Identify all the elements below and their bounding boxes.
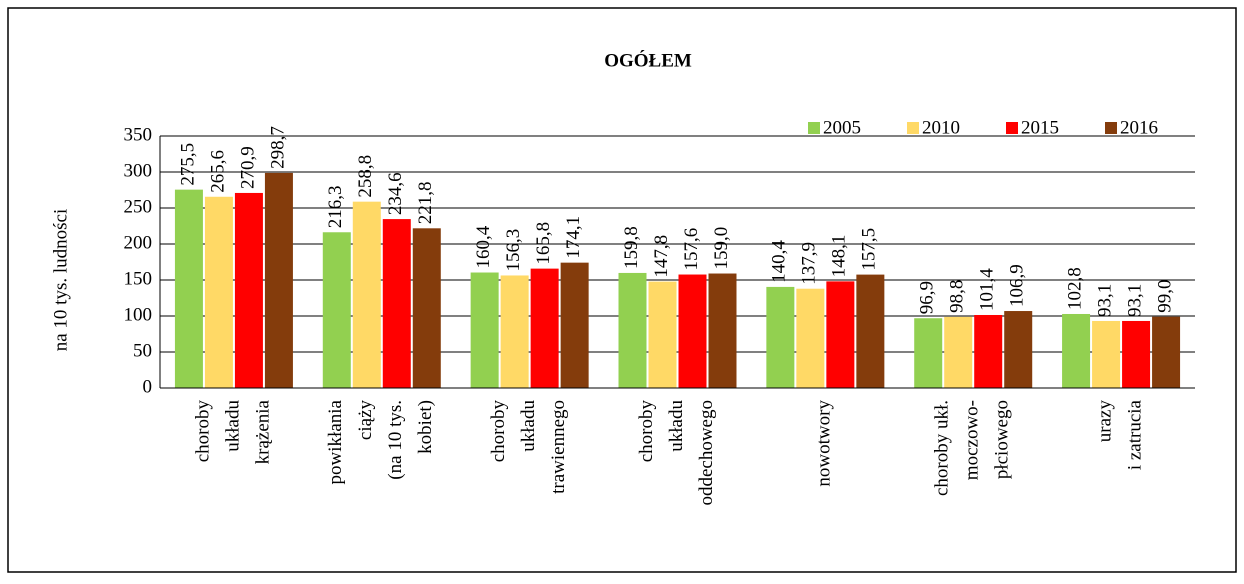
bar <box>382 219 411 388</box>
legend-swatch <box>1105 122 1117 134</box>
y-axis-label: na 10 tys. ludności <box>50 209 71 352</box>
bar <box>174 189 203 388</box>
x-tick-label: ciąży <box>355 400 376 441</box>
value-label: 174,1 <box>563 216 584 259</box>
y-tick-label: 250 <box>124 196 153 217</box>
value-label: 216,3 <box>325 186 346 229</box>
legend-label: 2005 <box>823 117 861 138</box>
bar <box>1122 320 1151 388</box>
value-label: 106,9 <box>1007 264 1028 307</box>
value-label: 148,1 <box>829 235 850 278</box>
value-label: 99,0 <box>1154 279 1175 312</box>
bar <box>470 272 499 388</box>
value-label: 101,4 <box>977 268 998 311</box>
x-tick-label: powikłania <box>325 399 346 484</box>
value-label: 147,8 <box>651 235 672 278</box>
legend-swatch <box>1006 122 1018 134</box>
x-tick-label: choroby <box>636 400 657 463</box>
bar <box>1092 320 1121 388</box>
bar <box>204 196 233 388</box>
value-label: 258,8 <box>355 155 376 198</box>
value-label: 159,0 <box>711 227 732 270</box>
value-label: 157,6 <box>681 228 702 271</box>
value-label: 275,5 <box>177 143 198 186</box>
legend-label: 2016 <box>1120 117 1158 138</box>
value-label: 265,6 <box>207 150 228 193</box>
x-tick-label: choroby <box>192 400 213 463</box>
bar <box>1152 316 1181 388</box>
x-tick-label: układu <box>666 400 687 452</box>
chart-title: OGÓŁEM <box>604 49 692 71</box>
bar <box>826 281 855 388</box>
x-tick-label: trawiennego <box>548 400 569 494</box>
x-tick-label: (na 10 tys. <box>385 400 406 480</box>
x-tick-label: nowotwory <box>814 400 835 487</box>
x-tick-label: kobiet) <box>415 400 436 454</box>
x-tick-label: układu <box>222 400 243 452</box>
x-tick-label: urazy <box>1094 400 1115 443</box>
value-label: 157,5 <box>859 228 880 271</box>
bar <box>352 201 381 388</box>
bar <box>856 274 885 388</box>
x-tick-label: płciowego <box>992 400 1013 479</box>
value-label: 270,9 <box>237 146 258 189</box>
x-tick-label: krążenia <box>252 399 273 464</box>
value-label: 96,9 <box>917 281 938 314</box>
value-label: 140,4 <box>769 240 790 283</box>
value-label: 93,1 <box>1124 284 1145 317</box>
value-label: 102,8 <box>1064 267 1085 310</box>
bar <box>648 281 677 388</box>
y-tick-label: 150 <box>124 268 153 289</box>
y-tick-label: 100 <box>124 304 153 325</box>
bar <box>234 192 263 388</box>
x-tick-label: moczowo- <box>962 400 983 480</box>
legend-label: 2015 <box>1021 117 1059 138</box>
legend-swatch <box>907 122 919 134</box>
y-tick-label: 50 <box>133 340 152 361</box>
x-tick-label: układu <box>518 400 539 452</box>
legend-swatch <box>808 122 820 134</box>
bar <box>412 228 441 388</box>
bar <box>1004 311 1033 388</box>
legend-label: 2010 <box>922 117 960 138</box>
value-label: 165,8 <box>533 222 554 265</box>
bar <box>796 288 825 388</box>
value-label: 298,7 <box>267 126 288 169</box>
value-label: 160,4 <box>473 225 494 268</box>
y-tick-label: 350 <box>124 124 153 145</box>
y-tick-label: 200 <box>124 232 153 253</box>
bar <box>322 232 351 388</box>
value-label: 98,8 <box>947 280 968 313</box>
bar <box>1062 313 1091 388</box>
x-tick-label: choroby ukł. <box>932 400 953 496</box>
value-label: 93,1 <box>1094 284 1115 317</box>
value-label: 221,8 <box>415 182 436 225</box>
bar <box>974 314 1003 388</box>
y-tick-label: 0 <box>143 376 153 397</box>
bar <box>560 262 589 388</box>
bar <box>944 316 973 388</box>
bar <box>766 286 795 388</box>
bar <box>678 274 707 388</box>
bar <box>708 273 737 388</box>
bar <box>500 275 529 388</box>
value-label: 234,6 <box>385 172 406 215</box>
bar <box>530 268 559 388</box>
y-tick-label: 300 <box>124 160 153 181</box>
bar <box>914 318 943 388</box>
x-tick-label: choroby <box>488 400 509 463</box>
x-tick-label: oddechowego <box>696 400 717 506</box>
bar <box>618 272 647 388</box>
value-label: 137,9 <box>799 242 820 285</box>
value-label: 156,3 <box>503 229 524 272</box>
value-label: 159,8 <box>621 226 642 269</box>
x-tick-label: i zatrucia <box>1124 399 1145 470</box>
bar <box>264 172 293 388</box>
